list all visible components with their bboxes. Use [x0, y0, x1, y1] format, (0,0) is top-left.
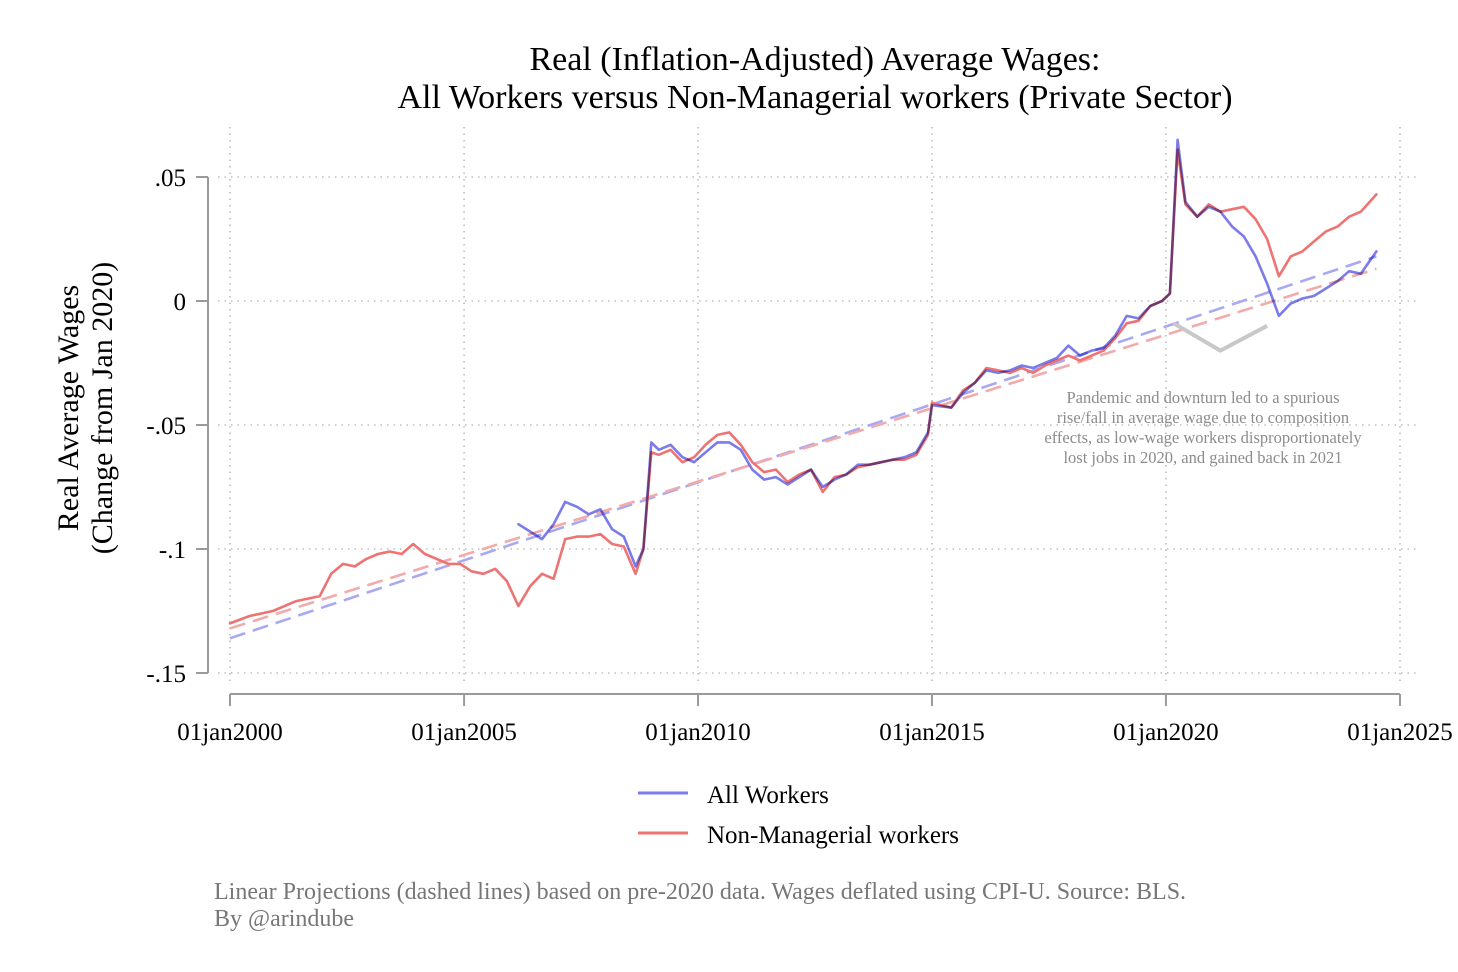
legend-label-non-managerial: Non-Managerial workers	[707, 822, 959, 849]
x-tick-label: 01jan2005	[411, 719, 517, 746]
annotation-marker	[1172, 321, 1269, 353]
caption-line-1: Linear Projections (dashed lines) based …	[214, 879, 1186, 905]
series-line-non-managerial	[228, 148, 1378, 625]
legend: All Workers Non-Managerial workers	[638, 782, 959, 849]
projection-line-non-managerial	[229, 267, 1377, 630]
x-tick-label: 01jan2010	[645, 719, 751, 746]
x-tick-label: 01jan2015	[879, 719, 985, 746]
y-axis-label-2: (Change from Jan 2020)	[86, 262, 119, 554]
caption-line-2: By @arindube	[214, 906, 354, 932]
series-line-all-workers	[517, 138, 1378, 568]
x-tick-label: 01jan2025	[1347, 719, 1453, 746]
y-tick-label: -.15	[146, 661, 186, 688]
x-tick-label: 01jan2020	[1113, 719, 1219, 746]
projection-layer	[229, 255, 1377, 640]
annotation-line-2: rise/fall in average wage due to composi…	[1057, 408, 1349, 427]
y-tick-label: 0	[174, 289, 187, 316]
annotation-layer: Pandemic and downturn led to a spurious …	[1044, 321, 1362, 467]
axis-layer: .05 0 -.05 -.1 -.15 01jan2000 01jan2005 01jan20…	[146, 165, 1452, 746]
y-tick-label: .05	[155, 165, 186, 192]
chart-title: Real (Inflation-Adjusted) Average Wages:	[530, 41, 1101, 78]
series-layer	[228, 138, 1378, 625]
y-axis-label: Real Average Wages	[52, 285, 85, 531]
grid-layer	[218, 127, 1420, 684]
annotation-line-3: effects, as low-wage workers disproporti…	[1044, 428, 1362, 447]
legend-label-all-workers: All Workers	[707, 782, 829, 809]
x-tick-label: 01jan2000	[177, 719, 283, 746]
annotation-line-1: Pandemic and downturn led to a spurious	[1066, 388, 1339, 407]
y-tick-label: -.1	[159, 537, 186, 564]
annotation-line-4: lost jobs in 2020, and gained back in 20…	[1063, 448, 1342, 467]
title-layer: Real (Inflation-Adjusted) Average Wages:…	[52, 41, 1233, 554]
y-tick-label: -.05	[146, 413, 186, 440]
chart-subtitle: All Workers versus Non-Managerial worker…	[397, 79, 1232, 116]
caption: Linear Projections (dashed lines) based …	[214, 879, 1186, 932]
